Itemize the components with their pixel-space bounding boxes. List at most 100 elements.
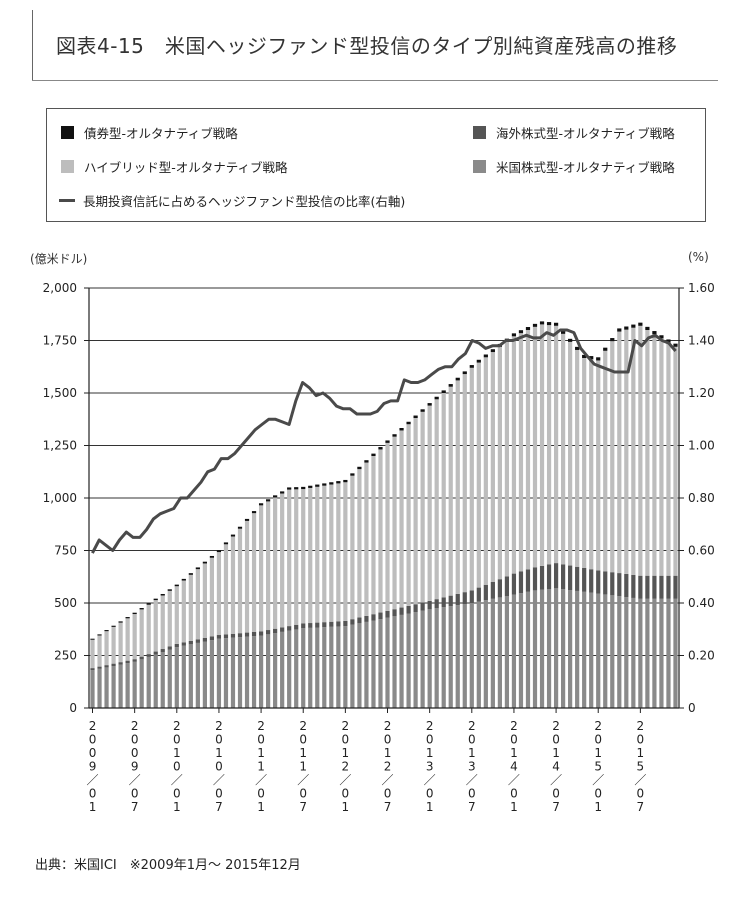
x-tick-char: 2 [594, 719, 602, 733]
legend-label-bond: 債券型-オルタナティブ戦略 [84, 126, 238, 141]
bar-segment-foreign [230, 633, 236, 638]
bar-segment-hybrid [624, 329, 629, 574]
bar-segment-foreign [336, 621, 341, 627]
bar-segment-bond [462, 371, 467, 375]
x-tick-char: 2 [299, 719, 307, 733]
bar-segment-us [406, 613, 411, 708]
y-left-tick-label: 1,750 [43, 334, 77, 348]
bar-segment-hybrid [603, 350, 608, 572]
x-tick-char: 2 [173, 719, 181, 733]
bar-segment-foreign [666, 575, 671, 599]
bar-segment-hybrid [546, 325, 552, 565]
bar-segment-us [294, 629, 299, 708]
legend-item-ratio: 長期投資信託に占めるヘッジファンド型投信の比率(右軸) [59, 191, 405, 210]
bar-segment-us [392, 616, 397, 708]
bar-segment-bond [539, 321, 545, 325]
bar-segment-hybrid [610, 341, 615, 573]
bar-segment-hybrid [406, 424, 411, 606]
bar-segment-us [357, 623, 362, 708]
bar-segment-us [490, 598, 495, 708]
y-right-tick-label: 0.20 [688, 649, 715, 663]
bar-segment-foreign [476, 587, 481, 602]
bar-segment-bond [280, 491, 285, 494]
x-tick-char: 1 [384, 746, 392, 760]
left-axis-unit: (億米ドル) [30, 252, 88, 266]
bar-segment-bond [511, 333, 517, 337]
bar-segment-hybrid [315, 486, 320, 623]
x-tick-char: ／ [592, 773, 604, 787]
bar-segment-bond [181, 578, 186, 581]
bar-segment-foreign [209, 636, 215, 641]
bar-segment-hybrid [294, 489, 299, 625]
x-tick-char: 0 [299, 787, 307, 801]
legend-item-hybrid: ハイブリッド型-オルタナティブ戦略 [61, 157, 288, 176]
bar-segment-foreign [125, 660, 130, 664]
bar-segment-us [273, 633, 278, 708]
x-tick-char: 1 [510, 746, 518, 760]
x-tick-label: 2015／01 [592, 719, 604, 814]
x-tick-char: 0 [468, 733, 476, 747]
bar-segment-bond [357, 466, 362, 470]
bar-segment-foreign [504, 576, 510, 596]
title-accent-rule [32, 10, 33, 80]
bar-segment-bond [125, 617, 130, 619]
bar-segment-bond [427, 403, 432, 406]
bar-segment-bond [469, 365, 474, 368]
x-tick-char: 1 [637, 746, 645, 760]
bar-segment-foreign [139, 656, 144, 660]
bar-segment-foreign [251, 631, 257, 637]
bar-segment-us [153, 654, 158, 708]
bar-segment-hybrid [188, 574, 193, 641]
x-tick-char: 9 [89, 760, 97, 774]
x-tick-char: 3 [468, 760, 476, 774]
bar-segment-foreign [532, 567, 538, 591]
x-tick-char: 4 [510, 760, 518, 774]
x-tick-char: 1 [173, 746, 181, 760]
bar-segment-us [631, 597, 636, 708]
bar-segment-bond [237, 526, 243, 529]
x-tick-char: 2 [552, 719, 560, 733]
y-right-tick-label: 1.60 [688, 281, 715, 295]
bar-segment-hybrid [511, 336, 517, 574]
bar-segment-foreign [202, 638, 207, 642]
bar-segment-hybrid [357, 469, 362, 618]
bar-segment-us [301, 628, 306, 708]
bar-segment-us [673, 598, 678, 708]
bar-segment-hybrid [139, 609, 144, 657]
bar-segment-bond [244, 518, 250, 521]
bar-segment-hybrid [237, 528, 243, 634]
bar-segment-us [315, 627, 320, 708]
bar-segment-bond [97, 634, 102, 636]
bar-segment-bond [589, 356, 594, 360]
x-tick-char: 7 [299, 800, 307, 814]
bar-segment-hybrid [223, 544, 229, 635]
x-tick-char: 1 [342, 746, 350, 760]
bar-segment-hybrid [118, 622, 123, 663]
legend-item-bond: 債券型-オルタナティブ戦略 [61, 123, 238, 142]
bar-segment-foreign [237, 633, 243, 638]
bar-segment-us [174, 647, 179, 708]
x-tick-char: 1 [299, 746, 307, 760]
bar-segment-foreign [167, 646, 172, 650]
bar-segment-hybrid [111, 626, 116, 664]
x-tick-char: 0 [215, 760, 223, 774]
x-tick-char: ／ [87, 773, 99, 787]
bar-segment-us [90, 670, 95, 708]
bar-segment-us [181, 645, 186, 708]
bar-segment-foreign [568, 565, 573, 591]
bar-segment-hybrid [244, 520, 250, 633]
x-ticks: 2009／012009／072010／012010／072011／012011／… [87, 708, 646, 814]
bar-segment-us [413, 612, 418, 708]
bar-segment-hybrid [273, 497, 278, 629]
bar-segment-bond [392, 434, 397, 437]
bar-segment-bond [258, 503, 264, 506]
bar-segment-foreign [104, 665, 109, 668]
bar-segment-hybrid [251, 513, 257, 632]
bar-segment-bond [315, 484, 320, 487]
bar-segment-bond [209, 555, 215, 558]
bar-segment-foreign [329, 621, 334, 627]
bar-segment-hybrid [209, 557, 215, 637]
bar-segment-foreign [294, 624, 299, 630]
